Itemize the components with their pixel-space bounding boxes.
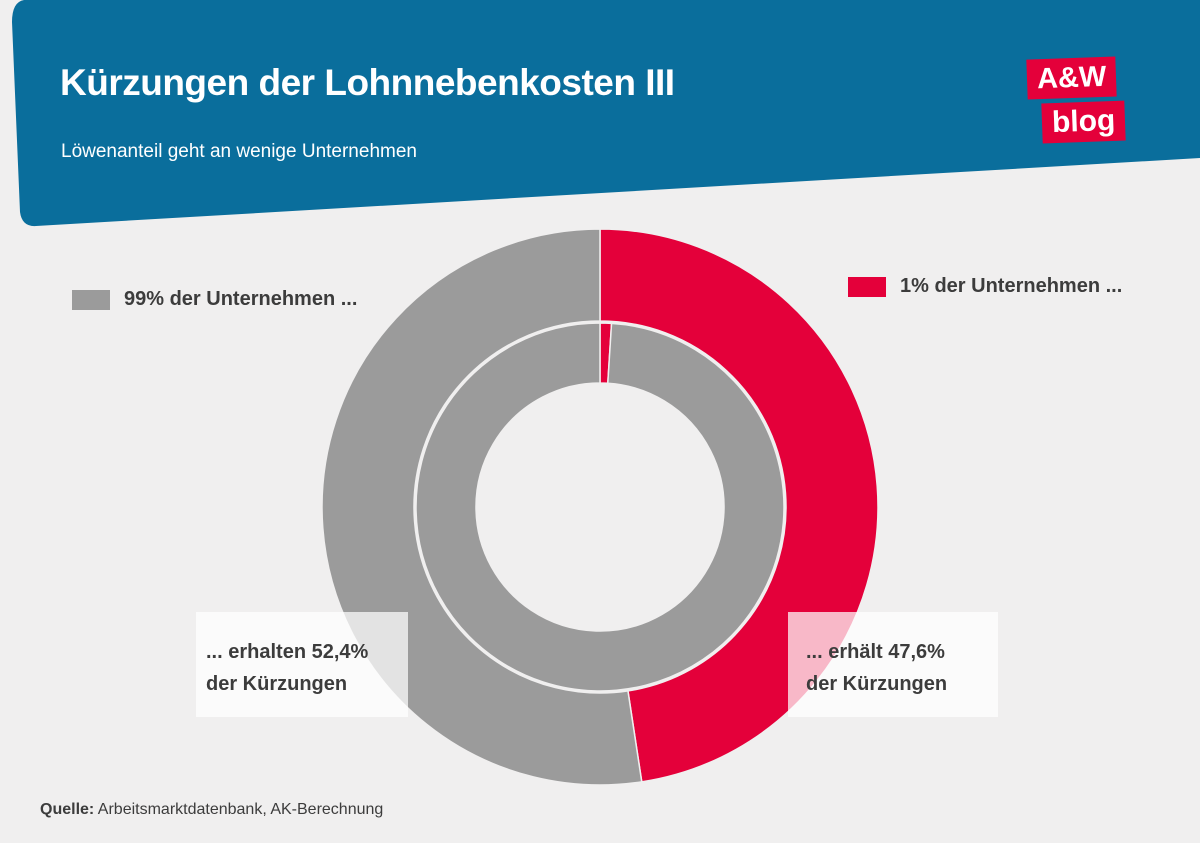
annotation-right-line1: ... erhält 47,6% bbox=[806, 641, 945, 663]
source-label: Quelle: bbox=[40, 801, 95, 818]
source-text: Arbeitsmarktdatenbank, AK-Berechnung bbox=[97, 801, 384, 818]
annotation-99-percent-share: ... erhalten 52,4% der Kürzungen bbox=[196, 612, 408, 717]
legend-label-red: 1% der Unternehmen ... bbox=[900, 275, 1123, 297]
header-banner bbox=[12, 0, 1200, 227]
annotation-right-line2: der Kürzungen bbox=[806, 673, 948, 695]
legend-item-1-percent: 1% der Unternehmen ... bbox=[848, 275, 1122, 298]
legend-label-grey: 99% der Unternehmen ... bbox=[124, 288, 358, 310]
annotation-1-percent-share: ... erhält 47,6% der Kürzungen bbox=[788, 612, 998, 717]
page-subtitle: Löwenanteil geht an wenige Unternehmen bbox=[61, 141, 417, 162]
legend-swatch-grey bbox=[72, 289, 110, 310]
legend-item-99-percent: 99% der Unternehmen ... bbox=[72, 288, 357, 311]
page-title: Kürzungen der Lohnnebenkosten III bbox=[60, 62, 675, 103]
source-note: Quelle: Arbeitsmarktdatenbank, AK-Berech… bbox=[40, 801, 383, 819]
legend-swatch-red bbox=[848, 276, 886, 297]
annotation-left-line1: ... erhalten 52,4% bbox=[206, 641, 369, 663]
inner-ring bbox=[415, 322, 785, 692]
annotation-left-line2: der Kürzungen bbox=[206, 673, 348, 695]
inner-ring-slice-2 bbox=[415, 322, 785, 692]
